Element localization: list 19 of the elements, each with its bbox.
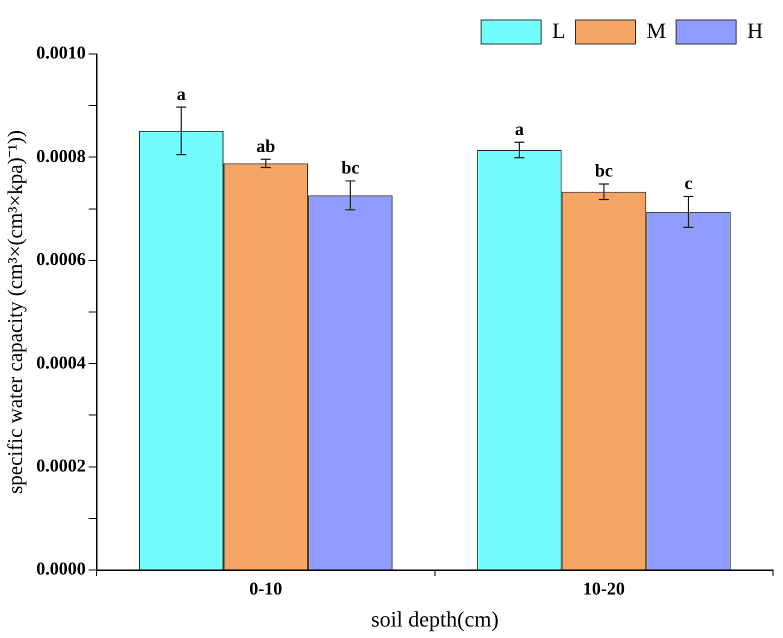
y-tick-label: 0.0010 — [36, 42, 86, 63]
data-label: a — [176, 84, 186, 104]
data-label: bc — [594, 160, 613, 181]
x-axis-title: soil depth(cm) — [371, 606, 499, 632]
legend-label: H — [747, 18, 764, 43]
x-tick-label: 10-20 — [582, 578, 625, 598]
x-tick-label: 0-10 — [249, 578, 282, 598]
data-label: ab — [256, 136, 276, 156]
legend-label: L — [552, 18, 566, 43]
y-tick-label: 0.0008 — [36, 146, 86, 166]
y-tick-label: 0.0006 — [36, 249, 86, 270]
y-tick-label: 0.0004 — [36, 352, 86, 372]
y-tick-label: 0.0002 — [36, 455, 86, 476]
legend-label: M — [646, 18, 666, 43]
y-tick-label: 0.0000 — [36, 558, 86, 579]
y-axis-title: specific water capacity (cm³×(cm³×kpa)⁻¹)) — [3, 130, 28, 494]
data-label: a — [514, 118, 524, 139]
data-label: bc — [341, 158, 360, 178]
data-label: c — [684, 173, 692, 194]
